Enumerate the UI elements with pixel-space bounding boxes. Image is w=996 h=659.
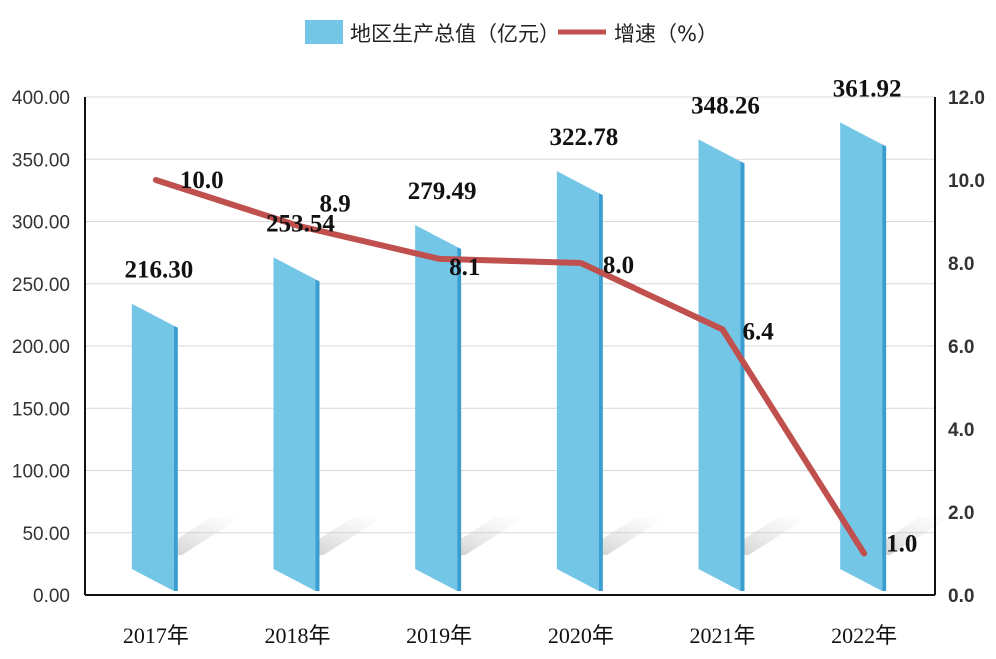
bar-value-label: 253.54 [266,210,335,237]
bar-shadows [151,517,951,555]
bar-side [740,161,745,591]
axes: 0.00 50.00 100.00 150.00 200.00 250.00 300.00 3… [12,88,985,648]
bar-value-label: 322.78 [549,124,618,151]
bar [131,303,174,591]
y-left-tick-label: 250.00 [12,275,70,296]
y-right-tick-label: 2.0 [948,503,974,524]
bar [556,171,599,591]
growth-value-label: 10.0 [180,167,224,194]
legend: 地区生产总值（亿元） 增速（%） [305,20,718,46]
y-right-tick-label: 8.0 [948,254,974,275]
growth-value-label: 8.0 [603,252,634,279]
data-labels: 216.30 253.54 279.49 322.78 348.26 361.92 10.0… [124,75,917,557]
bars [131,122,887,591]
y-right-tick-label: 4.0 [948,420,974,441]
growth-value-label: 8.9 [320,191,351,218]
y-left-tick-label: 0.00 [33,586,70,607]
legend-bar-label: 地区生产总值（亿元） [350,22,560,46]
x-tick-label: 2018年 [264,623,330,648]
bar-value-label: 279.49 [408,178,477,205]
bar [415,225,458,591]
y-left-tick-label: 300.00 [12,213,70,234]
growth-value-label: 1.0 [886,531,917,558]
x-tick-label: 2020年 [548,623,614,648]
bar-value-label: 348.26 [691,92,760,119]
y-left-tick-label: 100.00 [12,462,70,483]
bar-side [882,144,887,591]
x-tick-label: 2021年 [689,623,755,648]
y-left-tick-label: 400.00 [12,88,70,109]
bar-side [315,279,320,591]
y-left-tick-label: 200.00 [12,337,70,358]
bar-value-label: 216.30 [124,257,193,284]
growth-value-label: 8.1 [449,254,480,281]
gridlines [85,96,935,534]
x-tick-label: 2019年 [406,623,472,648]
bar [698,139,741,591]
x-tick-label: 2017年 [123,623,189,648]
legend-bar-swatch [305,20,343,44]
growth-value-label: 6.4 [743,318,775,345]
y-right-tick-label: 12.0 [948,88,985,109]
bar [273,257,316,591]
y-right-tick-label: 10.0 [948,171,985,192]
y-left-tick-label: 50.00 [22,524,70,545]
y-right-tick-label: 0.0 [948,586,974,607]
y-left-tick-label: 150.00 [12,399,70,420]
bar-value-label: 361.92 [833,75,902,102]
growth-line [152,177,868,557]
y-left-tick-label: 350.00 [12,150,70,171]
legend-line-label: 增速（%） [614,22,718,46]
bar-side [598,193,603,591]
x-tick-label: 2022年 [831,623,897,648]
y-right-tick-label: 6.0 [948,337,974,358]
bar-side [457,247,462,591]
bar-side [173,325,178,591]
growth-line-path [152,177,868,557]
bar [840,122,883,591]
